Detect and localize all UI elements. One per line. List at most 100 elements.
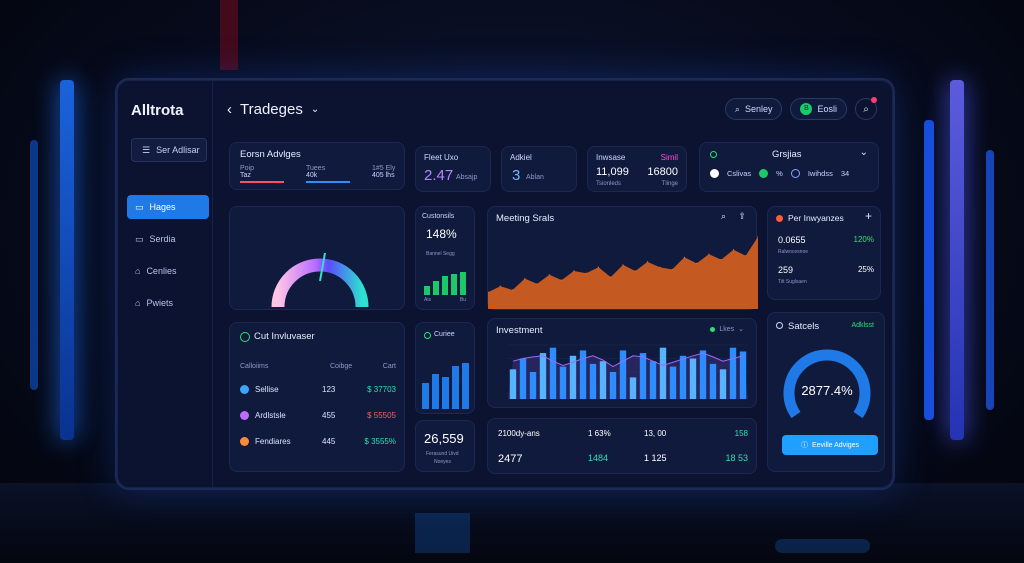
- sidebar-item-label: Hages: [149, 202, 176, 212]
- col-label: Tuees: [306, 165, 326, 172]
- card-value: 16800: [647, 166, 678, 178]
- row-icon: [240, 411, 249, 420]
- sales-action-button[interactable]: ⓘ Eeville Adviges: [782, 435, 878, 455]
- curiee-bar: [462, 362, 469, 409]
- search-icon[interactable]: ⌕: [720, 211, 726, 221]
- customers-card: Custonsils 148% Bannel Segg Ais Bu: [415, 206, 475, 310]
- area-point: [511, 289, 514, 291]
- sidebar-item-media[interactable]: ▭ Serdia: [127, 227, 209, 251]
- sidebar-item-label: Cenlies: [146, 266, 177, 276]
- investment-bar: [689, 358, 697, 399]
- search-button[interactable]: ⌕ Senley: [724, 98, 783, 120]
- background-light: [30, 140, 38, 390]
- sidebar-item-projects[interactable]: ⌂ Pwiets: [127, 291, 209, 315]
- row-value: 123: [322, 385, 336, 394]
- area-point: [622, 264, 624, 266]
- gauge-needle: [319, 252, 326, 282]
- per-row: 0.0655 120%: [778, 235, 874, 245]
- advices-col: Poip Taz: [240, 165, 284, 183]
- row-name: Fendiares: [255, 437, 291, 446]
- area-point: [732, 249, 735, 251]
- background-light: [950, 80, 964, 440]
- card-label: Fleet Uxo: [424, 153, 459, 162]
- card-sub: Tsionleds: [596, 181, 622, 187]
- card-value: 11,099: [596, 166, 629, 178]
- chevron-down-icon[interactable]: ⌄: [859, 147, 868, 158]
- area-point: [524, 278, 526, 280]
- progress-bar: [240, 181, 284, 183]
- background-light: [924, 120, 934, 420]
- check-icon: [710, 169, 719, 178]
- area-point: [573, 270, 575, 272]
- row-value: $ 55505: [367, 411, 396, 420]
- investment-bar: [679, 355, 687, 399]
- area-point: [536, 283, 538, 285]
- area-point: [696, 262, 698, 264]
- investment-bar: [719, 369, 727, 399]
- group-item: 34: [840, 169, 850, 178]
- card-title: Satcels: [788, 321, 820, 332]
- per-pct: 120%: [853, 235, 874, 244]
- plus-icon[interactable]: +: [864, 209, 872, 223]
- user-label: Eosli: [817, 104, 837, 114]
- meeting-card: Meeting Srals ⌕ ⇪: [487, 206, 758, 310]
- record-icon: [776, 215, 783, 222]
- groups-card: Grsjias ⌄ Cslivas % Iwihdss 34: [699, 142, 879, 192]
- back-icon[interactable]: ‹: [227, 100, 232, 118]
- export-icon[interactable]: ⇪: [738, 211, 746, 221]
- card-tag: Adklsst: [851, 322, 874, 329]
- sidebar-item-clients[interactable]: ⌂ Cenlies: [127, 259, 209, 283]
- group-item: Cslivas: [727, 169, 752, 178]
- investment-bar: [699, 350, 707, 399]
- investment-bar: [629, 377, 637, 399]
- investment-bar: [559, 366, 567, 399]
- row-value: $ 3555%: [364, 437, 396, 446]
- curiee-card: Curiee: [415, 322, 475, 414]
- gauge-chart: [271, 252, 369, 308]
- customers-bar: [433, 280, 439, 295]
- invest-card: Inwsase Simil 11,099 16800 Tsionleds Tli…: [587, 146, 687, 192]
- legend-label: Lkes: [719, 325, 735, 333]
- sidebar-item-home[interactable]: ▭ Hages: [127, 195, 209, 219]
- investment-bar: [639, 353, 647, 399]
- card-label: Custonsils: [422, 213, 455, 220]
- investment-bar: [659, 347, 667, 399]
- row-icon: [240, 437, 249, 446]
- page-title[interactable]: ‹ Tradeges ⌄: [227, 101, 319, 118]
- area-point: [548, 274, 550, 276]
- card-title: Investment: [496, 325, 543, 336]
- card-sub: Tlinge: [661, 181, 678, 187]
- sidebar: Alltrota ☰ Ser Adlisar ▭ Hages ▭ Serdia …: [117, 80, 213, 488]
- curiee-bars: [422, 351, 470, 409]
- notifications-button[interactable]: ⌕: [855, 97, 877, 120]
- card-title: Cut Invluvaser: [254, 331, 315, 342]
- per-row: 259 25%: [778, 265, 874, 275]
- table-row[interactable]: Fendiares 445 $ 3555%: [240, 437, 396, 446]
- sidebar-menu-button[interactable]: ☰ Ser Adlisar: [131, 138, 207, 162]
- col-value: 40k: [306, 172, 318, 179]
- advices-card: Eorsn Advlges Poip Taz Tuees 40k 1#5 Ely…: [229, 142, 405, 190]
- col-label: Poip: [240, 165, 255, 172]
- table-row[interactable]: Ardlstsle 455 $ 55505: [240, 411, 396, 420]
- column-header: Coibge: [330, 363, 353, 370]
- chevron-down-icon[interactable]: ⌄: [310, 103, 320, 115]
- investment-bar: [549, 347, 557, 399]
- card-title: Per Inwyanzes: [788, 213, 844, 223]
- card-title: Meeting Srals: [496, 213, 555, 224]
- group-item: %: [776, 169, 783, 178]
- notification-dot: [871, 97, 877, 103]
- user-button[interactable]: B Eosli: [790, 98, 847, 120]
- card-label[interactable]: Curiee: [434, 331, 455, 338]
- stat-value: 18 53: [725, 453, 748, 463]
- row-value: 455: [322, 411, 336, 420]
- background-area: [508, 353, 748, 399]
- per-card: Per Inwyanzes + 0.0655 120% Ralwocesnoe …: [767, 206, 881, 300]
- bell-icon: ⌕: [863, 103, 869, 115]
- legend[interactable]: Lkes ⌄: [710, 325, 744, 333]
- per-sub: Tiit Suglsaen: [778, 279, 807, 285]
- table-row[interactable]: Sellise 123 $ 37703: [240, 385, 396, 394]
- investment-bar-chart: [508, 344, 748, 400]
- legend-dot: [710, 326, 716, 332]
- investment-bar: [609, 372, 617, 399]
- card-sub: Noeyes: [434, 459, 451, 465]
